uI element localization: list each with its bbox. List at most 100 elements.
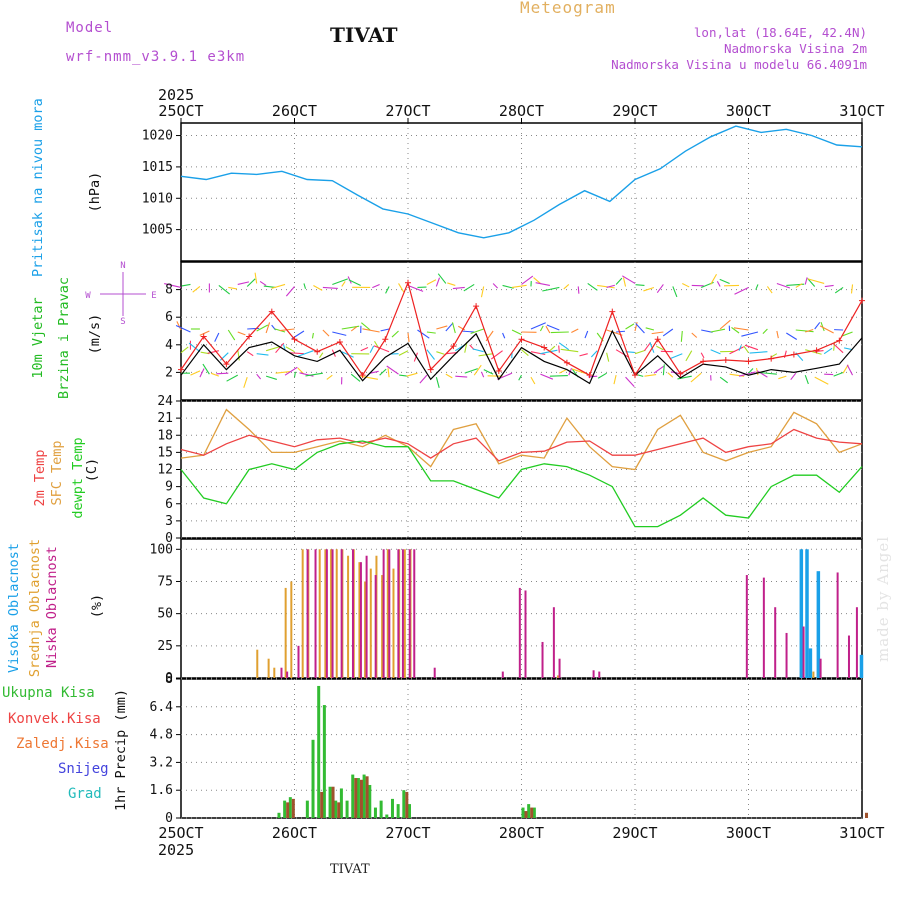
cloud-bar <box>802 626 805 678</box>
precip-bar <box>328 786 332 818</box>
wind-arrow <box>644 342 652 352</box>
pressure-line <box>180 125 863 239</box>
wind-arrow <box>246 351 254 357</box>
cloud-bar <box>388 549 391 678</box>
y-tick-label: 2 <box>165 365 173 380</box>
cloud-bar <box>598 671 601 678</box>
x-tick-label-bottom: 28OCT <box>499 824 544 842</box>
cloud-bar <box>855 607 858 678</box>
wind-arrow <box>259 280 267 286</box>
precip-bar <box>317 685 321 818</box>
wind-arrow <box>284 366 298 376</box>
wind-arrow <box>804 277 808 285</box>
cloud-bar <box>359 562 362 678</box>
wind-arrow <box>833 371 844 377</box>
wind-arrow <box>350 373 361 382</box>
cloud-bar <box>433 667 436 678</box>
wind-arrow <box>685 350 693 362</box>
wind-gust-marker <box>495 368 502 375</box>
x-tick-label-top: 25OCT <box>158 102 203 120</box>
precip-bar <box>286 802 290 818</box>
y-tick-label: 21 <box>157 411 173 426</box>
cloud-bar <box>325 549 328 678</box>
wind-arrow <box>341 281 346 287</box>
wind-arrow <box>560 348 579 353</box>
precip-bar <box>359 779 363 818</box>
wind-arrow <box>518 374 522 381</box>
cloud-bar <box>318 549 321 678</box>
precip-bar <box>385 814 389 818</box>
wind-arrow <box>743 345 749 354</box>
cloud-bar <box>557 675 560 678</box>
elevation-text: Nadmorska Visina 2m <box>724 41 867 56</box>
wind-arrow <box>540 349 558 355</box>
precip-bar <box>532 807 536 818</box>
wind-arrow <box>846 364 854 376</box>
t2m-line <box>180 428 863 462</box>
precip-bar <box>351 774 355 818</box>
coordinates-text: lon,lat (18.64E, 42.4N) <box>693 25 867 40</box>
wind-gust-marker <box>268 308 275 315</box>
wind-arrow <box>778 375 787 380</box>
precip-bar <box>524 811 528 818</box>
wind-arrow <box>473 364 482 376</box>
wind-arrow <box>256 373 262 380</box>
wind-arrow <box>680 330 683 342</box>
y-tick-label: 6.4 <box>150 700 174 715</box>
wind-arrow <box>719 319 731 330</box>
x-year-top: 2025 <box>158 86 194 104</box>
wind-arrow <box>635 323 645 334</box>
wind-arrow <box>656 284 664 294</box>
wind-arrow <box>419 374 428 384</box>
compass-n: N <box>120 261 125 271</box>
y-tick-label: 6 <box>165 310 173 325</box>
precip-bar <box>322 705 326 818</box>
wind-gust-marker <box>563 359 570 366</box>
cloud-bar <box>286 671 289 678</box>
wind-gust-marker <box>541 344 548 351</box>
y-tick-label: 0 <box>165 671 173 686</box>
wind-arrow <box>731 326 740 334</box>
wind-gust-marker <box>223 361 230 368</box>
cloud-bar <box>365 555 368 678</box>
compass-e: E <box>151 291 156 301</box>
precip-bar <box>277 812 281 818</box>
wind-arrow <box>332 278 348 285</box>
y-tick-label: 4 <box>165 338 173 353</box>
precip-bar <box>530 807 534 818</box>
wind-arrow <box>480 371 485 378</box>
cloud-bar <box>351 549 354 678</box>
wind-arrow <box>590 350 598 358</box>
wind-gust-marker <box>745 358 752 365</box>
wind-arrow <box>719 376 729 384</box>
wind-arrow <box>645 327 655 331</box>
wind-arrow <box>749 351 768 354</box>
wind-arrow <box>690 372 702 383</box>
y-tick-label: 9 <box>165 480 173 495</box>
wind-arrow <box>577 286 580 294</box>
wind-arrow <box>710 273 718 285</box>
cloud-bar <box>762 577 765 678</box>
y-tick-label: 8 <box>165 283 173 298</box>
wind-arrow <box>214 332 220 342</box>
wind-arrow <box>535 282 550 286</box>
wind-gust-marker <box>518 336 525 343</box>
precip-bar <box>283 800 287 818</box>
wind-arrow <box>823 347 833 355</box>
x-tick-label-top: 29OCT <box>612 102 657 120</box>
wind-arrow <box>530 351 546 356</box>
wind-arrow <box>682 282 690 288</box>
wind-arrow <box>437 273 447 284</box>
wind-arrow <box>192 286 201 293</box>
y-tick-label: 1010 <box>142 191 173 206</box>
wind-arrow <box>795 283 803 288</box>
cloud-bar <box>267 658 270 678</box>
wind-gust-marker <box>722 356 729 363</box>
legend-graupel: Grad <box>68 786 102 802</box>
wind-arrow <box>387 368 390 378</box>
wind-arrow <box>254 272 258 284</box>
wind-arrow <box>834 287 844 294</box>
wind-arrow <box>228 286 238 290</box>
wind-arrow <box>447 282 456 286</box>
